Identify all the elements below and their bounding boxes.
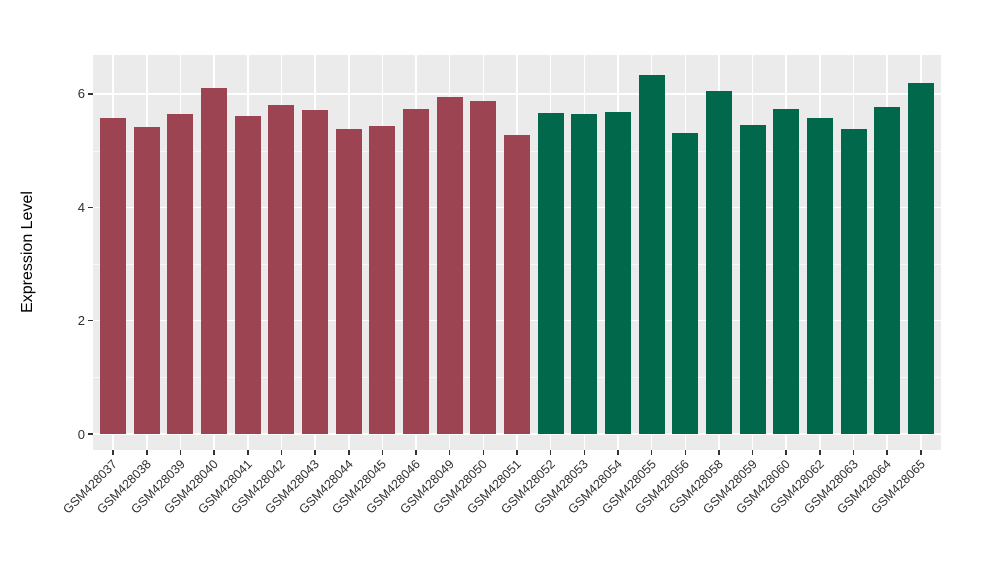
bar: [604, 111, 631, 434]
y-gridline-major: [93, 93, 941, 95]
x-tick-mark: [886, 450, 888, 455]
x-tick-mark: [482, 450, 485, 455]
bar: [504, 135, 530, 434]
bar: [234, 116, 261, 434]
x-tick-mark: [650, 450, 653, 455]
y-tick-mark: [88, 433, 93, 435]
y-tick-mark: [88, 319, 93, 322]
bar: [773, 109, 800, 434]
x-tick-mark: [213, 450, 215, 455]
x-tick-mark: [448, 450, 451, 455]
bar: [201, 88, 228, 434]
bar: [167, 114, 194, 434]
x-tick-mark: [718, 450, 720, 455]
y-tick-label: 6: [77, 86, 85, 102]
x-tick-mark: [516, 450, 518, 455]
x-tick-mark: [549, 450, 552, 455]
bar: [133, 126, 160, 434]
y-tick-mark: [88, 206, 93, 209]
y-tick-mark: [88, 93, 93, 95]
x-tick-mark: [751, 450, 754, 455]
bar: [403, 108, 430, 434]
bar: [100, 118, 127, 434]
x-tick-mark: [785, 450, 787, 455]
bar: [907, 83, 934, 434]
bar: [705, 91, 732, 434]
y-gridline-major: [93, 433, 941, 435]
x-tick-mark: [920, 450, 922, 455]
x-tick-mark: [819, 450, 821, 455]
x-tick-mark: [146, 450, 148, 455]
bar: [638, 74, 665, 434]
bar: [470, 101, 497, 434]
bar: [806, 118, 833, 434]
x-tick-mark: [314, 450, 316, 455]
y-tick-label: 2: [77, 313, 85, 329]
bar: [436, 97, 463, 434]
bar: [537, 113, 564, 434]
x-tick-mark: [179, 450, 182, 455]
bar: [840, 129, 867, 434]
x-tick-mark: [852, 450, 855, 455]
x-tick-mark: [415, 450, 417, 455]
bar: [369, 125, 396, 434]
plot-panel: [93, 55, 941, 450]
bar: [672, 132, 699, 434]
x-tick-mark: [280, 450, 283, 455]
x-tick-mark: [112, 450, 114, 455]
x-tick-mark: [348, 450, 350, 455]
x-tick-mark: [247, 450, 249, 455]
bar: [874, 107, 901, 434]
bar: [739, 124, 766, 434]
x-tick-mark: [617, 450, 619, 455]
x-tick-mark: [583, 450, 586, 455]
bar: [571, 114, 598, 434]
y-axis-title: Expression Level: [19, 191, 36, 313]
y-tick-label: 4: [77, 199, 85, 215]
x-tick-mark: [381, 450, 384, 455]
bar: [335, 129, 362, 434]
x-tick-mark: [684, 450, 686, 455]
y-tick-label: 0: [77, 426, 85, 442]
bar: [268, 104, 295, 434]
bar: [302, 110, 329, 434]
